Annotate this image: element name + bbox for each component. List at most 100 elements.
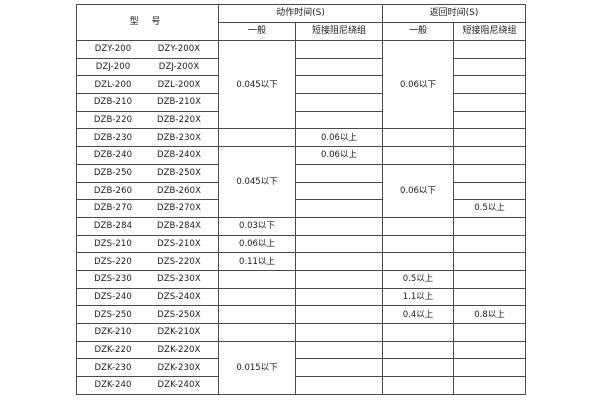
cell-return-damped [453, 340, 526, 360]
cell-value: 0.5以上 [402, 274, 434, 285]
header-row-groups: 型 号 动作时间(S) 返回时间(S) [76, 4, 526, 41]
cell-operate-general [218, 128, 296, 148]
cell-model: DZS-250 DZS-250X [76, 305, 219, 324]
table-row: DZB-220 DZB-220X [76, 110, 526, 130]
cell-return-general: 0.06以下 [382, 39, 454, 130]
cell-operate-damped: 0.06以上 [295, 128, 383, 148]
cell-operate-general: 0.06以上 [218, 234, 296, 254]
model-code-base: DZS-250 [94, 309, 132, 320]
cell-operate-damped [295, 305, 383, 324]
cell-return-damped [453, 93, 526, 112]
model-code-base: DZB-284 [93, 221, 133, 232]
model-code-variant: DZK-220X [157, 344, 201, 355]
cell-model: DZK-240 DZK-240X [76, 376, 219, 395]
model-code-variant: DZK-240X [157, 380, 201, 391]
header-return-general: 一般 [382, 22, 454, 41]
table-row: DZB-260 DZB-260X [76, 181, 526, 201]
cell-return-damped [453, 110, 526, 130]
cell-value: 1.1以上 [402, 291, 434, 302]
cell-return-damped [453, 75, 526, 95]
cell-operate-damped [295, 110, 383, 130]
cell-value: 0.4以上 [402, 309, 434, 320]
table-row: DZB-270 DZB-270X 0.5以上 [76, 199, 526, 218]
cell-return-general [382, 216, 454, 236]
model-code-base: DZB-210 [93, 97, 133, 108]
cell-operate-damped: 0.06以上 [295, 146, 383, 165]
cell-value: 0.11以上 [239, 256, 275, 267]
model-code-variant: DZB-230X [156, 132, 202, 143]
cell-model: DZB-250 DZB-250X [76, 163, 219, 183]
model-code-variant: DZK-230X [157, 362, 201, 373]
table-row: DZS-240 DZS-240X 1.1以上 [76, 287, 526, 307]
cell-return-damped [453, 57, 526, 77]
cell-operate-general: 0.11以上 [218, 252, 296, 271]
model-code-variant: DZB-250X [156, 168, 202, 179]
table-header: 型 号 动作时间(S) 返回时间(S) 一般 短接阻尼绕组 一般 短接阻尼绕组 [76, 4, 526, 41]
cell-return-damped [453, 216, 526, 236]
model-code-variant: DZS-210X [157, 238, 201, 249]
cell-value: 0.5以上 [474, 203, 505, 214]
cell-operate-damped [295, 163, 383, 183]
model-code-base: DZB-220 [93, 115, 133, 125]
cell-model: DZY-200 DZY-200X [76, 40, 219, 59]
cell-model: DZS-230 DZS-230X [76, 269, 219, 289]
table-row: DZS-210 DZS-210X 0.06以上 [76, 234, 526, 254]
model-code-base: DZB-250 [93, 168, 133, 179]
cell-operate-general [218, 269, 296, 289]
cell-return-damped [453, 358, 526, 378]
cell-return-damped [453, 269, 526, 289]
cell-model: DZL-200 DZL-200X [76, 75, 219, 95]
cell-value: 0.06以上 [321, 132, 357, 143]
cell-value: 0.8以上 [474, 309, 505, 320]
cell-return-general [382, 358, 454, 378]
cell-value: 0.06以下 [400, 185, 436, 196]
cell-return-general [382, 234, 454, 254]
cell-value: 0.06以下 [400, 79, 436, 90]
cell-return-general: 0.5以上 [382, 269, 454, 289]
model-code-variant: DZS-220X [157, 256, 201, 267]
header-return-damped: 短接阻尼绕组 [453, 22, 526, 41]
cell-return-damped [453, 376, 526, 395]
model-code-variant: DZJ-200X [158, 61, 200, 72]
cell-model: DZS-210 DZS-210X [76, 234, 219, 254]
table-row: DZK-230 DZK-230X [76, 358, 526, 378]
model-code-variant: DZL-200X [157, 79, 201, 90]
spec-table-container: 型 号 动作时间(S) 返回时间(S) 一般 短接阻尼绕组 一般 短接阻尼绕组 … [76, 4, 526, 396]
model-code-base: DZB-230 [93, 132, 133, 143]
table-row: DZS-220 DZS-220X 0.11以上 [76, 252, 526, 271]
model-code-base: DZY-200 [94, 44, 132, 55]
cell-model: DZJ-200 DZJ-200X [76, 57, 219, 77]
cell-model: DZB-260 DZB-260X [76, 181, 219, 201]
cell-model: DZB-240 DZB-240X [76, 146, 219, 165]
cell-return-general [382, 323, 454, 342]
cell-return-damped [453, 128, 526, 148]
cell-operate-damped [295, 376, 383, 395]
table-row: DZS-230 DZS-230X 0.5以上 [76, 269, 526, 289]
model-code-variant: DZS-230X [157, 274, 201, 285]
cell-value: 0.06以上 [239, 238, 275, 249]
model-code-variant: DZB-210X [156, 97, 202, 108]
table-row: DZK-220 DZK-220X 0.015以下 [76, 340, 526, 396]
cell-operate-general: 0.045以下 [218, 39, 296, 130]
cell-return-damped [453, 252, 526, 271]
table-row: DZY-200 DZY-200X 0.045以下 0.06以下 [76, 39, 526, 130]
model-code-variant: DZB-284X [156, 221, 202, 232]
cell-operate-damped [295, 323, 383, 342]
header-row-subgroups: 一般 短接阻尼绕组 一般 短接阻尼绕组 [77, 22, 526, 41]
cell-model: DZB-230 DZB-230X [76, 128, 219, 148]
cell-model: DZB-284 DZB-284X [76, 216, 219, 236]
model-code-variant: DZB-260X [156, 185, 202, 196]
cell-operate-damped [295, 269, 383, 289]
header-operate-general: 一般 [218, 22, 296, 41]
model-code-base: DZS-220 [94, 256, 132, 267]
cell-value: 0.06以上 [321, 150, 357, 161]
cell-operate-damped [295, 287, 383, 307]
cell-model: DZB-270 DZB-270X [76, 199, 219, 218]
cell-return-general: 1.1以上 [382, 287, 454, 307]
header-group-operate-time: 动作时间(S) [218, 4, 383, 23]
model-code-variant: DZY-200X [157, 44, 201, 55]
relay-timing-table: 型 号 动作时间(S) 返回时间(S) 一般 短接阻尼绕组 一般 短接阻尼绕组 … [76, 4, 526, 396]
cell-return-general: 0.4以上 [382, 305, 454, 324]
header-group-return-time: 返回时间(S) [382, 4, 526, 23]
model-code-base: DZB-270 [93, 203, 133, 214]
